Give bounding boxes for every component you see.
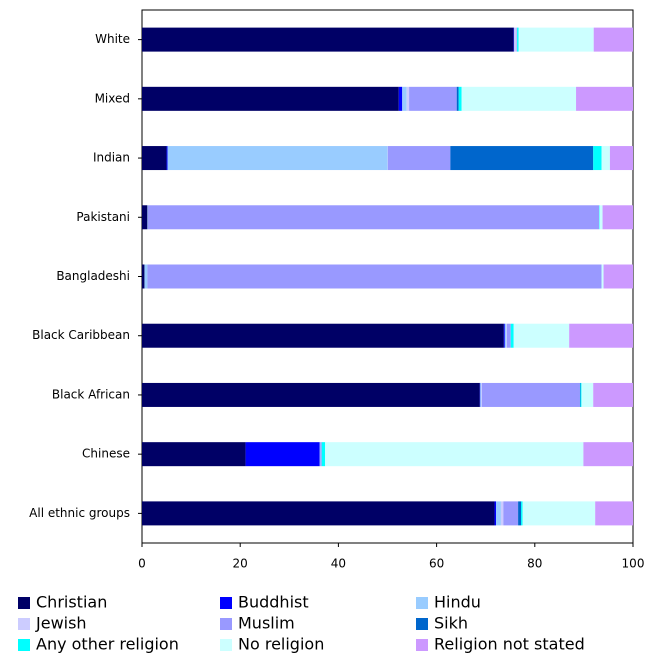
bar-segment xyxy=(609,146,633,171)
bar-segment xyxy=(500,501,504,526)
legend-label: No religion xyxy=(238,635,324,654)
bar-segment xyxy=(142,501,495,526)
bar-segment xyxy=(503,501,519,526)
y-tick-label: Black African xyxy=(52,387,130,401)
x-tick-label: 80 xyxy=(527,557,542,571)
legend-swatch xyxy=(18,597,30,609)
y-tick-label: Bangladeshi xyxy=(56,269,130,283)
bar-segment xyxy=(142,323,504,348)
bar-segment xyxy=(387,146,451,171)
bar-segment xyxy=(142,146,167,171)
bar-segment xyxy=(402,86,407,111)
bar-segment xyxy=(142,264,145,289)
legend-label: Hindu xyxy=(434,593,481,612)
bar-segment xyxy=(142,382,480,407)
y-tick-label: Indian xyxy=(93,151,130,165)
x-tick-label: 60 xyxy=(429,557,444,571)
bar-segment xyxy=(513,323,570,348)
legend-label: Sikh xyxy=(434,614,468,633)
y-tick-label: White xyxy=(95,32,130,46)
bar-segment xyxy=(461,86,577,111)
bar-segment xyxy=(325,442,584,467)
legend-label: Christian xyxy=(36,593,107,612)
bar-segment xyxy=(580,382,582,407)
legend-swatch xyxy=(18,639,30,651)
legend-label: Jewish xyxy=(35,614,87,633)
bar-segment xyxy=(522,501,596,526)
legend-swatch xyxy=(416,618,428,630)
legend-swatch xyxy=(220,618,232,630)
bar-segment xyxy=(450,146,594,171)
bar-segment xyxy=(456,86,459,111)
bar-segment xyxy=(576,86,633,111)
bar-segment xyxy=(481,382,580,407)
bar-segment xyxy=(496,501,501,526)
bar-segment xyxy=(518,27,594,52)
y-tick-label: All ethnic groups xyxy=(29,506,130,520)
bar-segment xyxy=(601,146,610,171)
legend-label: Religion not stated xyxy=(434,635,585,654)
bar-segment xyxy=(593,27,633,52)
x-tick-label: 40 xyxy=(331,557,346,571)
x-tick-label: 20 xyxy=(233,557,248,571)
legend-label: Buddhist xyxy=(238,593,309,612)
x-tick-label: 100 xyxy=(622,557,645,571)
x-tick-label: 0 xyxy=(138,557,146,571)
bar-segment xyxy=(142,27,514,52)
bar-segment xyxy=(142,86,399,111)
bar-segment xyxy=(569,323,633,348)
bar-segment xyxy=(514,27,517,52)
bar-segment xyxy=(503,323,505,348)
bar-segment xyxy=(581,382,594,407)
bar-segment xyxy=(144,264,148,289)
legend-label: Muslim xyxy=(238,614,295,633)
bar-segment xyxy=(409,86,457,111)
bar-segment xyxy=(593,382,633,407)
bar-segment xyxy=(320,442,322,467)
bar-segment xyxy=(601,264,604,289)
bar-segment xyxy=(406,86,410,111)
bar-segment xyxy=(142,442,246,467)
bar-segment xyxy=(147,205,600,230)
bar-segment xyxy=(166,146,168,171)
bar-segment xyxy=(504,323,507,348)
bar-segment xyxy=(583,442,633,467)
y-tick-label: Chinese xyxy=(82,447,130,461)
bar-segment xyxy=(517,27,519,52)
legend-swatch xyxy=(416,597,428,609)
bar-segment xyxy=(510,323,514,348)
bar-segment xyxy=(142,205,148,230)
y-tick-label: Black Caribbean xyxy=(32,328,130,342)
bar-segment xyxy=(147,264,602,289)
bar-segment xyxy=(518,501,522,526)
bar-segment xyxy=(480,382,482,407)
bar-segment xyxy=(245,442,320,467)
legend-swatch xyxy=(416,639,428,651)
bar-segment xyxy=(595,501,633,526)
bar-segment xyxy=(506,323,511,348)
bar-segment xyxy=(494,501,497,526)
legend-swatch xyxy=(18,618,30,630)
bar-segment xyxy=(321,442,326,467)
legend-swatch xyxy=(220,639,232,651)
bar-segment xyxy=(593,146,602,171)
bar-segment xyxy=(599,205,603,230)
bar-segment xyxy=(167,146,388,171)
y-tick-label: Pakistani xyxy=(76,210,130,224)
y-tick-label: Mixed xyxy=(95,91,130,105)
bar-segment xyxy=(521,501,523,526)
bar-segment xyxy=(398,86,403,111)
legend-swatch xyxy=(220,597,232,609)
legend-label: Any other religion xyxy=(36,635,179,654)
bar-segment xyxy=(603,264,633,289)
bar-segment xyxy=(458,86,462,111)
bar-segment xyxy=(602,205,633,230)
